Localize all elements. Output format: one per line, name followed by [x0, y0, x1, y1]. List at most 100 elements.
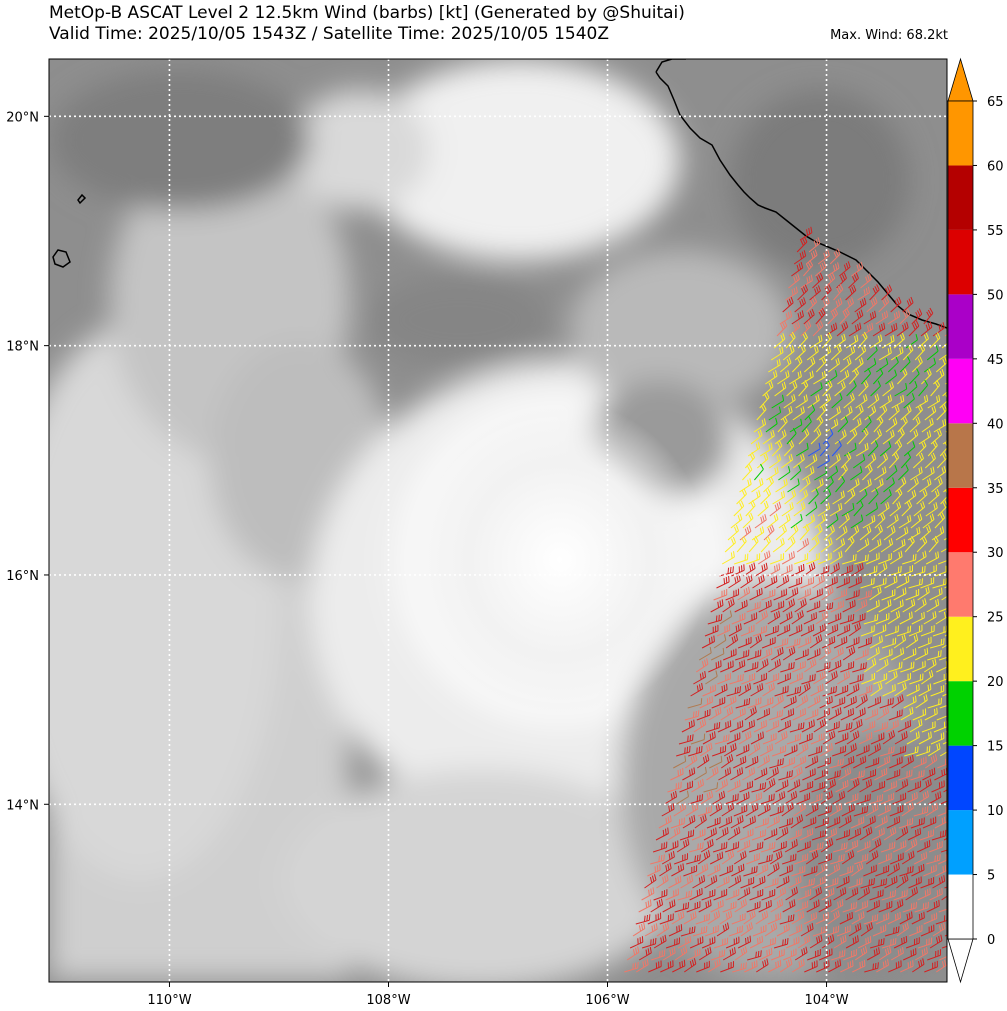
wind-barb — [797, 284, 809, 301]
wind-barb — [873, 415, 884, 433]
island-socorro-outline — [77, 193, 87, 205]
wind-barb — [798, 379, 809, 397]
colorbar-extend-high — [947, 57, 974, 102]
wind-barb — [744, 451, 756, 469]
colorbar-segment — [948, 229, 973, 295]
wind-barb — [893, 332, 905, 349]
wind-barb — [930, 379, 941, 397]
wind-barb — [792, 406, 805, 421]
wind-barb — [786, 427, 797, 445]
wind-barb — [851, 261, 864, 277]
colorbar-segment — [948, 101, 973, 166]
wind-barb — [851, 309, 864, 325]
wind-barb — [836, 321, 849, 337]
wind-barb — [885, 369, 897, 385]
wind-barb — [927, 394, 941, 409]
wind-barb — [912, 404, 923, 421]
wind-barb — [855, 442, 869, 457]
wind-barb — [872, 322, 886, 337]
wind-barb — [833, 333, 846, 349]
wind-barb — [777, 416, 788, 433]
wind-barb — [900, 404, 912, 421]
wind-barb — [794, 297, 806, 313]
wind-barb — [906, 429, 919, 445]
wind-barb — [824, 272, 836, 289]
wind-barb — [923, 357, 936, 373]
wind-barb — [829, 248, 841, 265]
wind-barb — [938, 347, 947, 361]
map-area — [49, 59, 947, 982]
wind-barb — [779, 357, 792, 373]
wind-barb — [791, 356, 803, 373]
wind-barb — [788, 273, 800, 289]
wind-barb — [830, 297, 843, 313]
colorbar-segment — [948, 165, 973, 230]
wind-barb — [800, 320, 812, 337]
wind-barb — [815, 261, 827, 277]
wind-barb — [782, 296, 794, 313]
wind-barb — [941, 342, 947, 349]
wind-barb — [920, 321, 933, 337]
colorbar-label: 30 — [987, 546, 1004, 561]
wind-barb — [864, 405, 877, 421]
wind-barb — [821, 332, 833, 349]
wind-barb — [756, 453, 769, 469]
wind-barb — [759, 442, 773, 457]
wind-barb — [800, 274, 813, 289]
lat-tick-label: 20°N — [6, 110, 39, 125]
wind-barb — [819, 439, 830, 457]
wind-barb — [855, 393, 868, 409]
wind-barb — [878, 347, 892, 361]
max-wind-label: Max. Wind: 68.2kt — [830, 28, 948, 43]
wind-barb — [861, 367, 872, 385]
wind-barb — [810, 382, 823, 397]
wind-barb — [873, 367, 884, 385]
lon-tick-label: 110°W — [147, 993, 191, 1008]
wind-barbs — [624, 226, 947, 973]
wind-barb — [803, 357, 816, 373]
wind-barb — [921, 417, 934, 433]
wind-barb — [782, 345, 795, 361]
wind-barb — [866, 296, 878, 313]
wind-barb — [909, 368, 920, 385]
wind-barb — [876, 358, 889, 373]
colorbar-segment — [948, 681, 973, 746]
wind-barb — [896, 321, 909, 337]
wind-barb — [839, 261, 851, 277]
wind-barb — [831, 439, 842, 457]
wind-barb — [863, 310, 877, 325]
wind-barb — [804, 404, 816, 421]
wind-barb — [927, 439, 938, 457]
wind-barb — [942, 391, 947, 397]
wind-barb — [817, 249, 830, 265]
wind-barb — [845, 334, 859, 349]
wind-barb — [882, 429, 895, 445]
wind-barb — [809, 285, 821, 301]
colorbar-label: 35 — [987, 482, 1004, 497]
wind-barb — [842, 297, 854, 313]
wind-barb — [903, 441, 916, 457]
storm-core — [410, 400, 710, 720]
wind-barb — [806, 296, 818, 313]
wind-barb — [837, 416, 849, 433]
wind-barb — [852, 405, 864, 421]
wind-barb — [773, 333, 786, 349]
colorbar-label: 50 — [987, 288, 1004, 303]
wind-barb — [765, 417, 778, 433]
wind-barb — [815, 356, 827, 373]
lon-tick-label: 106°W — [585, 993, 629, 1008]
wind-barb — [834, 381, 846, 397]
wind-barb — [897, 368, 908, 385]
wind-barb — [828, 406, 841, 421]
wind-barb — [779, 310, 793, 325]
wind-barb — [801, 416, 812, 433]
colorbar-label: 20 — [987, 675, 1004, 690]
wind-barb — [924, 405, 937, 421]
wind-barb — [875, 310, 889, 325]
wind-barb — [843, 442, 857, 457]
wind-barb — [891, 394, 905, 409]
island-clarion-outline — [52, 249, 71, 268]
wind-barb — [771, 440, 783, 457]
wind-barb — [789, 418, 803, 433]
wind-barb — [902, 296, 914, 313]
